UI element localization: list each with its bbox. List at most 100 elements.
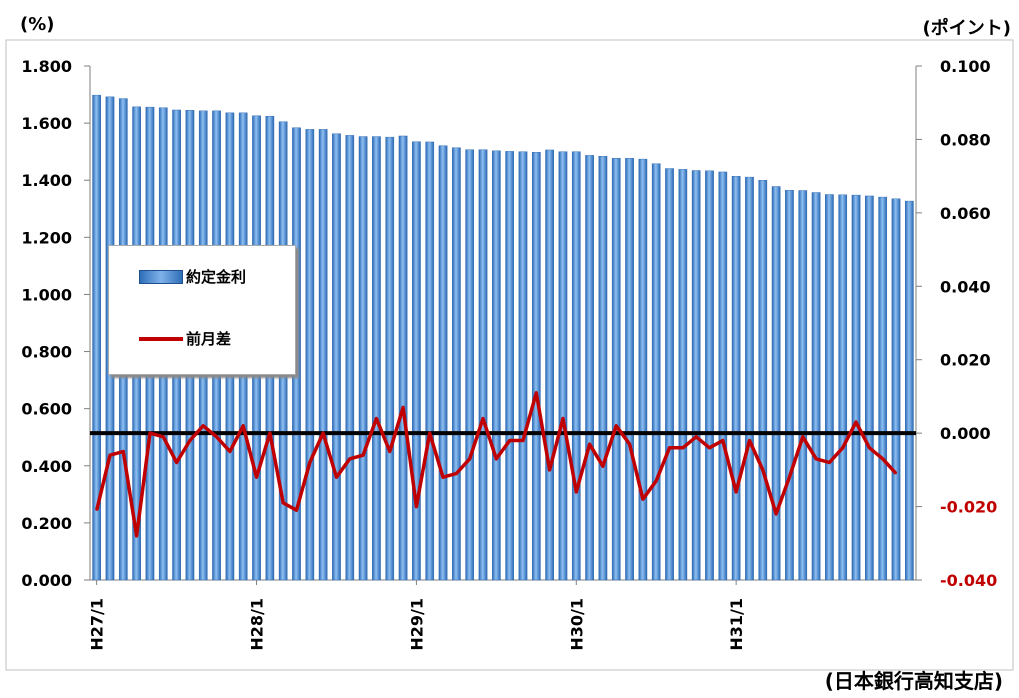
bar [745,176,754,581]
line-point [602,465,604,467]
line-point [575,491,578,493]
bar [798,190,808,581]
line-point [282,502,284,504]
bar [385,136,395,581]
line-point [562,417,564,420]
line-point [628,443,631,445]
line-point [508,439,511,442]
line-point [322,432,324,434]
bar [611,158,621,581]
right-tick-label: 0.100 [940,57,991,76]
bar [625,158,634,581]
line-point [135,535,138,537]
x-tick-label: H31/1 [727,598,746,651]
bar [865,195,874,581]
line-point [788,476,791,479]
bar [665,168,674,581]
x-tick-label: H28/1 [248,598,267,651]
bar [531,152,541,581]
line-point [362,454,364,456]
right-tick-label: 0.020 [940,351,991,370]
bar [598,156,608,581]
right-tick-label: 0.080 [940,130,991,149]
line-point [535,391,538,394]
bar [731,176,741,581]
chart-border [5,39,1014,671]
left-tick-label: 0.400 [21,457,72,476]
bar [585,155,594,581]
line-point [708,447,711,449]
line-point [682,447,684,449]
bar [851,194,861,581]
line-point [149,432,151,434]
line-point [415,505,418,508]
legend-line-label: 前月差 [186,330,232,348]
line-point [442,476,444,479]
line-point [841,447,844,449]
bar [545,149,554,581]
bar [638,158,648,581]
bar [505,151,514,581]
left-tick-label: 1.600 [21,114,72,133]
bar [398,135,408,581]
line-point [722,439,724,442]
legend-line-swatch [139,336,183,341]
left-tick-label: 0.800 [21,343,72,362]
bar [771,186,781,581]
bar [758,180,768,581]
line-point [255,476,258,479]
line-point [881,458,884,460]
line-point [375,417,378,420]
line-point [229,450,231,453]
line-point [668,447,671,449]
left-axis-unit: (%) [20,14,55,35]
line-point [348,458,351,460]
bar [785,190,794,581]
line-point [269,432,271,434]
line-point [468,458,471,460]
x-tick-label: H27/1 [88,598,107,651]
line-point [402,406,404,409]
line-point [335,476,338,479]
left-tick-label: 0.200 [21,514,72,533]
line-point [801,436,804,438]
right-tick-label: 0.060 [940,204,991,223]
right-axis-unit: (ポイント) [922,18,1011,39]
line-point [162,436,165,438]
bar [305,129,315,581]
legend-item-line: 前月差 [139,328,231,349]
legend-bar-swatch [139,269,183,284]
bar [825,194,834,581]
line-point [309,461,311,464]
left-tick-label: 1.800 [21,57,72,76]
source-note: (日本銀行高知支店) [824,669,1003,693]
legend: 約定金利 前月差 [108,245,296,375]
bar [558,151,568,581]
bar [425,141,435,581]
line-point [189,439,191,442]
bar [811,192,821,581]
line-point [868,447,871,449]
line-point [295,509,298,512]
line-point [242,425,245,427]
line-point [495,458,498,460]
line-point [428,432,431,434]
left-tick-label: 0.000 [21,571,72,590]
bar [318,129,328,581]
line-point [735,491,737,493]
bar [878,196,888,581]
line-point [522,439,524,442]
x-tick-label: H30/1 [567,598,586,651]
line-point [109,454,111,456]
bar [465,149,475,581]
line-point [815,458,817,460]
right-tick-label: -0.040 [940,571,997,590]
line-point [455,472,458,475]
line-point [655,480,658,482]
line-point [695,436,697,438]
bar [691,170,701,581]
line-point [761,469,764,471]
legend-bar-label: 約定金利 [186,268,247,286]
